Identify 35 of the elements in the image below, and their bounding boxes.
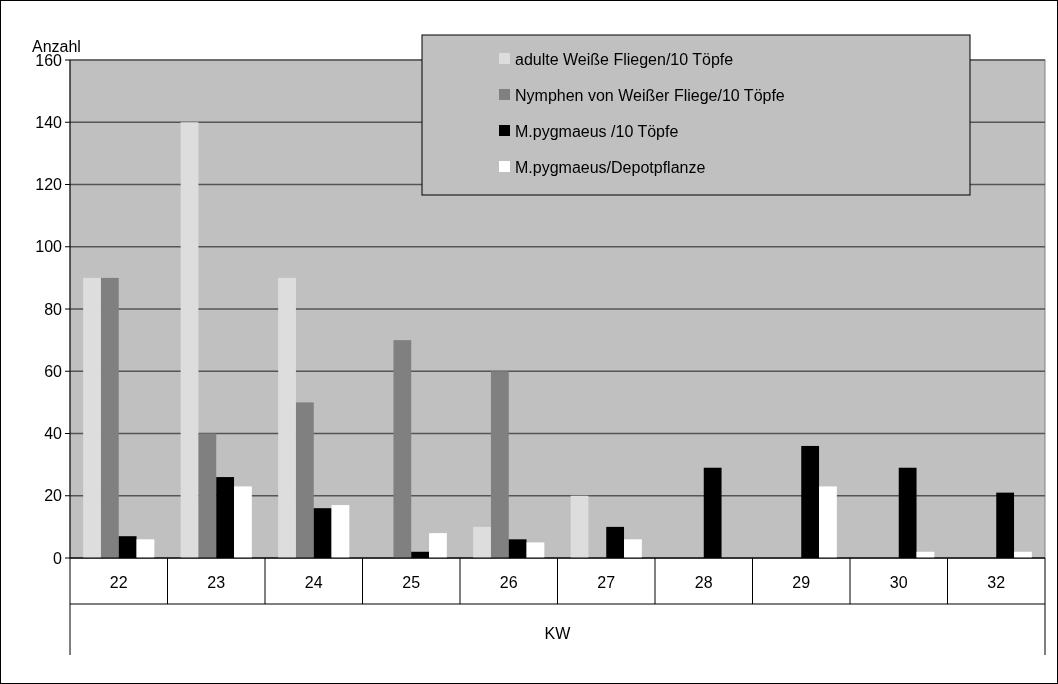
y-tick-label: 120 [35, 176, 63, 194]
y-tick-label: 140 [35, 113, 63, 131]
x-tick-label: 23 [207, 574, 226, 591]
legend-label: adulte Weiße Fliegen/10 Töpfe [515, 50, 734, 68]
x-tick-label: 27 [597, 574, 616, 591]
x-axis-title: KW [544, 625, 572, 642]
x-tick-label: 24 [304, 574, 323, 591]
y-tick-label: 60 [44, 362, 63, 380]
bar [136, 539, 155, 558]
bar [624, 539, 642, 558]
x-tick-label: 26 [499, 574, 518, 591]
bar [429, 533, 447, 558]
x-tick-label: 29 [792, 574, 811, 591]
bar [278, 277, 296, 558]
legend-label: Nymphen von Weißer Fliege/10 Töpfe [515, 86, 785, 104]
legend-label: M.pygmaeus/Depotpflanze [515, 158, 706, 176]
x-tick-label: 25 [402, 574, 421, 591]
bar [331, 505, 350, 558]
x-tick-label: 22 [109, 574, 128, 591]
y-tick-label: 80 [44, 300, 63, 318]
y-tick-label: 0 [53, 549, 63, 567]
bar [819, 486, 837, 558]
x-tick-label: 30 [889, 574, 908, 591]
bar [526, 542, 545, 558]
bar [180, 122, 199, 558]
x-tick-label: 32 [987, 574, 1006, 591]
bar [570, 495, 589, 558]
bar [234, 486, 252, 558]
bar [83, 277, 101, 558]
x-tick-label: 28 [694, 574, 713, 591]
y-tick-label: 20 [44, 487, 63, 505]
bar [473, 526, 491, 558]
y-tick-label: 40 [44, 425, 63, 443]
legend-label: M.pygmaeus /10 Töpfe [515, 122, 679, 140]
y-tick-label: 100 [35, 238, 63, 256]
